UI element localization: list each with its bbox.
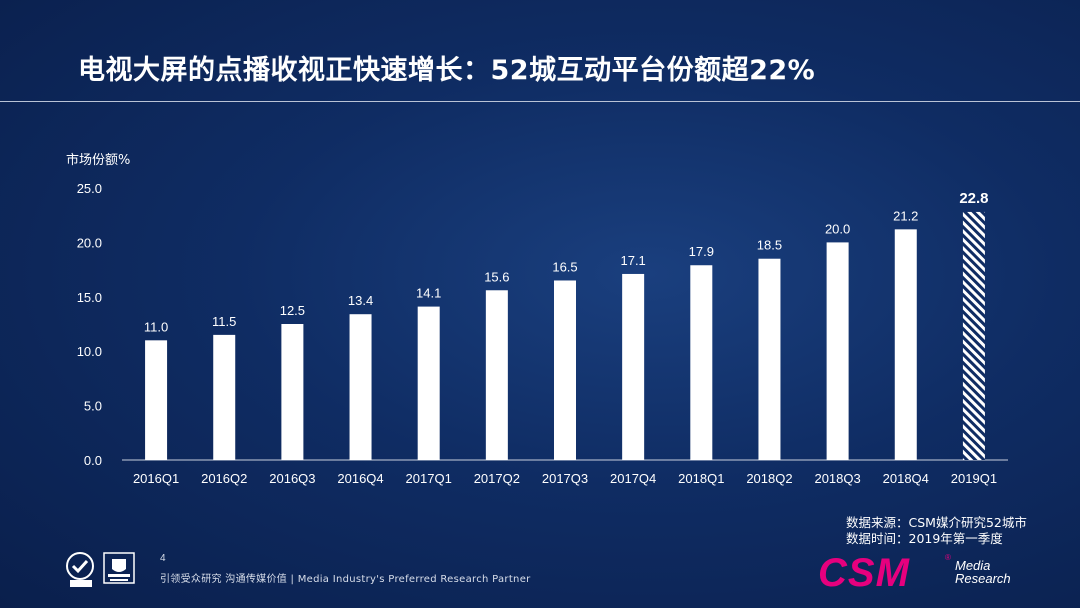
x-tick-label-2017Q1: 2017Q1 (406, 471, 452, 486)
y-tick-label: 10.0 (77, 344, 102, 359)
value-label-2016Q4: 13.4 (348, 293, 373, 308)
value-label-2018Q3: 20.0 (825, 221, 850, 236)
x-tick-label-2018Q4: 2018Q4 (883, 471, 929, 486)
y-axis-title: 市场份额% (66, 152, 130, 168)
x-tick-label-2016Q3: 2016Q3 (269, 471, 315, 486)
value-label-2018Q2: 18.5 (757, 238, 782, 253)
footer-tagline: 引领受众研究 沟通传媒价值 | Media Industry's Preferr… (160, 574, 531, 585)
x-tick-label-2017Q3: 2017Q3 (542, 471, 588, 486)
x-tick-label-2017Q2: 2017Q2 (474, 471, 520, 486)
value-label-2017Q1: 14.1 (416, 286, 441, 301)
csm-logo-subtitle: Media Research (955, 559, 1011, 585)
value-label-2017Q4: 17.1 (620, 253, 645, 268)
y-tick-label: 0.0 (84, 453, 102, 468)
bar-2016Q1 (145, 340, 168, 460)
csm-logo-research: Research (955, 571, 1011, 586)
bar-2016Q4 (349, 314, 372, 460)
x-tick-label-2019Q1: 2019Q1 (951, 471, 997, 486)
x-tick-label-2016Q1: 2016Q1 (133, 471, 179, 486)
y-tick-label: 15.0 (77, 290, 102, 305)
value-label-2019Q1: 22.8 (959, 190, 988, 207)
registered-mark: ® (945, 553, 951, 562)
y-tick-label: 20.0 (77, 235, 102, 250)
x-tick-label-2016Q2: 2016Q2 (201, 471, 247, 486)
x-tick-label-2018Q1: 2018Q1 (678, 471, 724, 486)
bar-2016Q2 (213, 334, 236, 460)
slide-title: 电视大屏的点播收视正快速增长：52城互动平台份额超22% (78, 55, 816, 86)
bar-chart: 市场份额% 0.0 5.0 10.0 15.0 20.0 25.0 2016Q1 2016Q2… (66, 152, 1008, 486)
source-line: 数据来源：CSM媒介研究52城市 (846, 515, 1027, 530)
value-label-2016Q3: 12.5 (280, 303, 305, 318)
data-period-line: 数据时间：2019年第一季度 (846, 531, 1003, 546)
bar-2018Q4 (894, 229, 917, 460)
x-tick-label-2016Q4: 2016Q4 (337, 471, 383, 486)
bar-2018Q3 (826, 242, 849, 460)
y-axis: 市场份额% 0.0 5.0 10.0 15.0 20.0 25.0 (66, 152, 130, 468)
x-tick-label-2017Q4: 2017Q4 (610, 471, 656, 486)
y-tick-label: 25.0 (77, 181, 102, 196)
csm-logo-media: Media (955, 558, 991, 573)
ukas-logo-icon (103, 552, 135, 584)
chart-svg: 市场份额% 0.0 5.0 10.0 15.0 20.0 25.0 2016Q1 2016Q2… (66, 152, 1008, 486)
value-label-2017Q2: 15.6 (484, 269, 509, 284)
value-label-2018Q1: 17.9 (689, 244, 714, 259)
value-label-2018Q4: 21.2 (893, 208, 918, 223)
bar-2017Q4 (622, 273, 645, 460)
bars (145, 211, 985, 460)
title-divider (0, 101, 1080, 102)
bar-2018Q1 (690, 265, 713, 460)
csm-logo: CSM ® Media Research (818, 553, 1028, 597)
value-label-2017Q3: 16.5 (552, 259, 577, 274)
certification-logos (62, 549, 140, 589)
bar-2016Q3 (281, 324, 304, 460)
page-number: 4 (160, 553, 166, 564)
sgs-logo-icon (66, 552, 94, 587)
value-label-2016Q2: 11.5 (212, 314, 236, 329)
value-labels: 11.0 11.5 12.5 13.4 14.1 15.6 16.5 17.1 17.9 18.5… (144, 190, 989, 334)
value-label-2016Q1: 11.0 (144, 319, 168, 334)
csm-logo-wordmark: CSM (818, 551, 910, 595)
bar-2019Q1 (962, 211, 985, 460)
y-tick-label: 5.0 (84, 399, 102, 414)
x-tick-label-2018Q3: 2018Q3 (814, 471, 860, 486)
x-axis: 2016Q1 2016Q2 2016Q3 2016Q4 2017Q1 2017Q2 2017… (122, 459, 1008, 486)
x-tick-label-2018Q2: 2018Q2 (746, 471, 792, 486)
bar-2017Q1 (417, 306, 440, 460)
bar-2018Q2 (758, 258, 781, 460)
bar-2017Q2 (485, 290, 508, 460)
source-note: 数据来源：CSM媒介研究52城市 数据时间：2019年第一季度 (846, 515, 1027, 547)
bar-2017Q3 (554, 280, 576, 460)
